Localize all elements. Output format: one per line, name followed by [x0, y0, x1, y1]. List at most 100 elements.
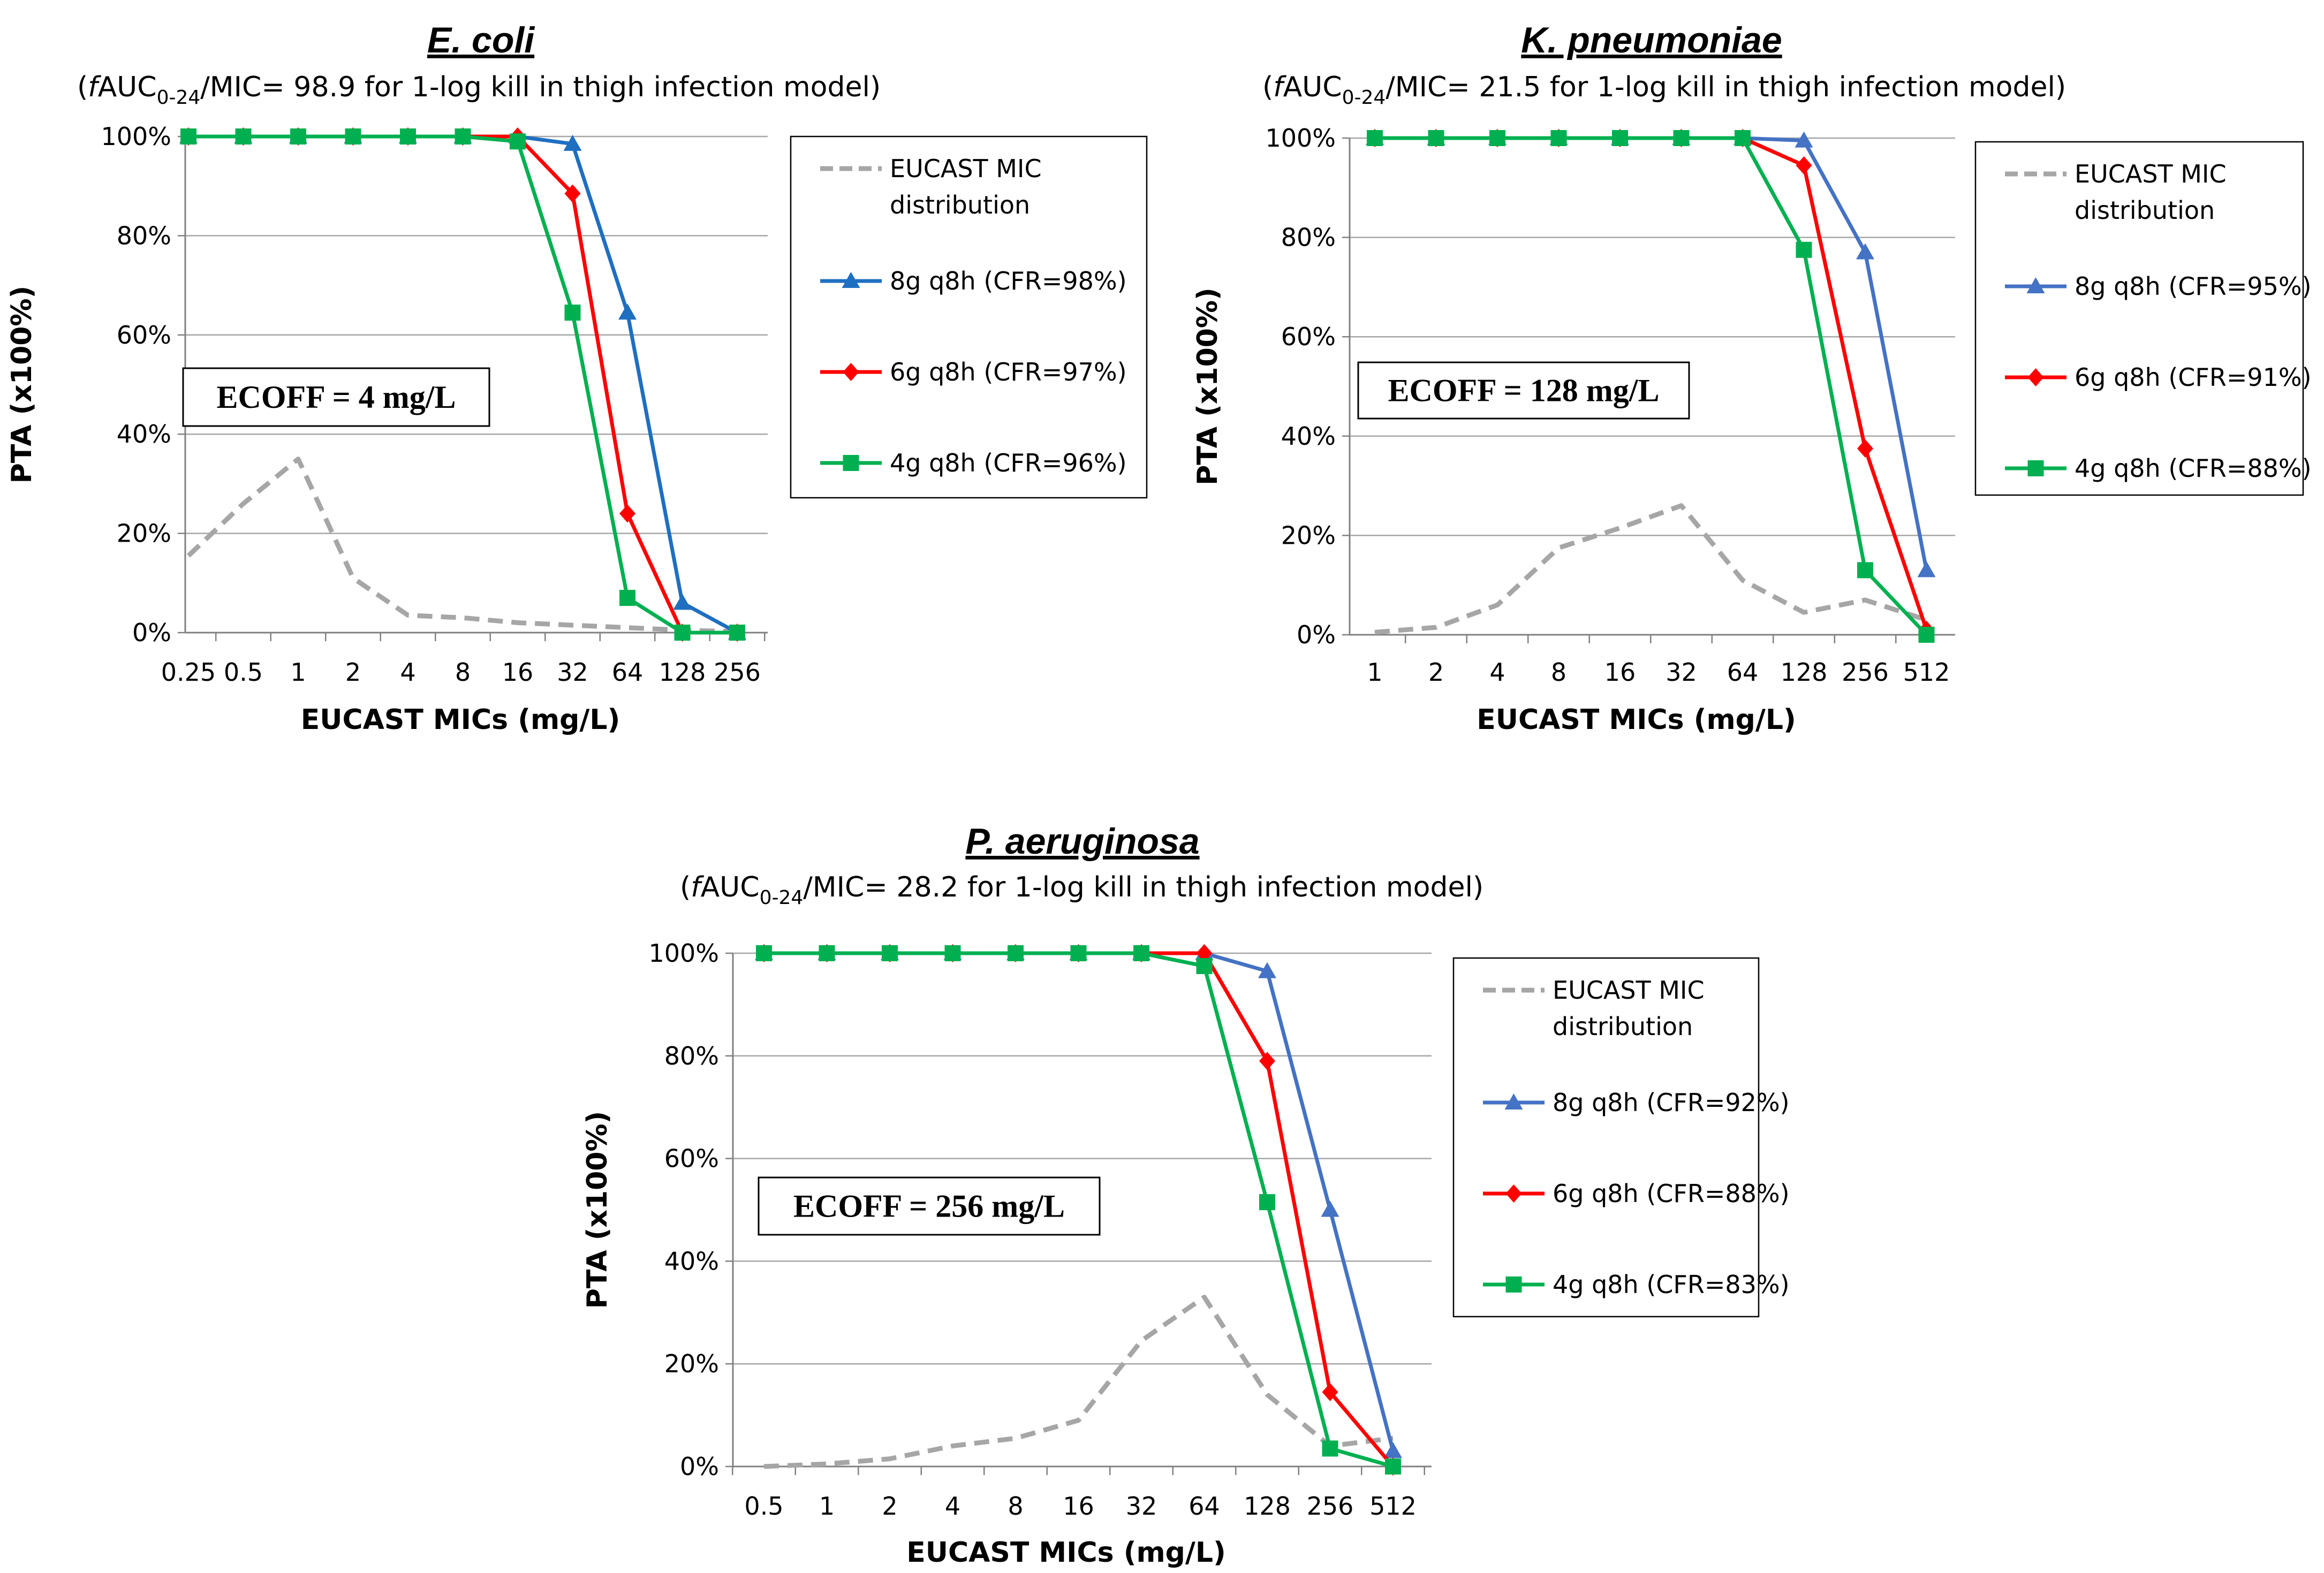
ecoff-label: ECOFF = 128 mg/L: [1388, 373, 1660, 408]
legend-frame: [1974, 141, 2304, 496]
data-point: [1917, 561, 1936, 577]
x-tick-label: 128: [1781, 658, 1828, 687]
data-point: [1367, 130, 1383, 146]
legend-item: 8g q8h (CFR=98%): [820, 267, 1127, 295]
legend-label: 4g q8h (CFR=96%): [890, 449, 1127, 477]
x-tick-label: 32: [1666, 658, 1697, 687]
legend: EUCAST MIC distribution 8g q8h (CFR=98%) 6g…: [790, 135, 1148, 499]
data-point: [235, 128, 252, 145]
legend-label: 4g q8h (CFR=88%): [2075, 454, 2312, 483]
x-tick-label: 4: [945, 1492, 960, 1521]
data-point: [1795, 131, 1813, 148]
chart-2: K. pneumoniae (fAUC0-24/MIC= 21.5 for 1-l…: [1192, 20, 2312, 736]
x-tick-label: 128: [1244, 1492, 1291, 1521]
data-point: [1796, 241, 1812, 258]
x-tick-label: 1: [819, 1492, 835, 1521]
y-axis-title: PTA (x100%): [1192, 287, 1224, 485]
y-tick-label: 100%: [1265, 124, 1336, 153]
y-tick-label: 20%: [1281, 521, 1336, 550]
chart-3: P. aeruginosa (fAUC0-24/MIC= 28.2 for 1-l…: [581, 821, 1790, 1569]
data-point: [1857, 439, 1873, 458]
data-point: [618, 303, 637, 320]
chart-title: K. pneumoniae: [1521, 20, 1782, 60]
series-3: [756, 945, 1401, 1475]
data-point: [563, 134, 582, 151]
x-tick-label: 512: [1369, 1492, 1417, 1521]
data-point: [1612, 130, 1628, 146]
legend-label-cont: distribution: [2075, 196, 2215, 225]
chart-subtitle: (fAUC0-24/MIC= 28.2 for 1-log kill in th…: [680, 871, 1483, 909]
subtitle-auc: AUC: [98, 71, 157, 103]
chart-subtitle: (fAUC0-24/MIC= 98.9 for 1-log kill in th…: [77, 71, 881, 109]
ecoff-frame: [182, 367, 490, 427]
x-tick-label: 2: [1428, 658, 1444, 687]
data-point: [756, 945, 772, 961]
data-point: [510, 133, 526, 150]
legend-item: EUCAST MIC distribution: [1483, 976, 1705, 1041]
legend-label: 6g q8h (CFR=88%): [1553, 1179, 1790, 1208]
data-point: [400, 128, 416, 145]
x-tick-label: 256: [1842, 658, 1889, 687]
data-point: [1550, 130, 1567, 146]
legend-marker: [1505, 1276, 1522, 1293]
legend-marker: [2027, 460, 2044, 476]
distribution-line: [186, 457, 738, 634]
legend-item: 6g q8h (CFR=88%): [1483, 1179, 1790, 1208]
legend-marker: [843, 363, 859, 381]
y-tick-label: 0%: [132, 618, 171, 647]
series-0: [763, 1295, 1394, 1469]
legend-label: 8g q8h (CFR=95%): [2075, 272, 2312, 301]
subtitle-open: (: [77, 71, 88, 103]
subtitle-open: (: [680, 871, 691, 903]
y-tick-label: 60%: [117, 321, 171, 349]
data-point: [1008, 945, 1024, 961]
y-tick-label: 0%: [1297, 620, 1336, 649]
legend-label: 8g q8h (CFR=92%): [1553, 1088, 1790, 1117]
x-tick-label: 8: [455, 658, 471, 687]
x-tick-label: 64: [1189, 1492, 1220, 1521]
x-tick-label: 1: [1367, 658, 1382, 687]
legend: EUCAST MIC distribution 8g q8h (CFR=92%) 6g…: [1452, 957, 1790, 1318]
chart-1: E. coli (fAUC0-24/MIC= 98.9 for 1-log kil…: [6, 20, 1148, 736]
data-point: [1385, 1458, 1401, 1475]
series-3: [180, 128, 745, 641]
y-tick-label: 40%: [117, 420, 171, 449]
legend-item: EUCAST MIC distribution: [820, 154, 1042, 219]
data-point: [1133, 945, 1149, 961]
x-tick-label: 256: [1307, 1492, 1354, 1521]
subtitle-sub: 0-24: [760, 887, 804, 909]
subtitle-auc: AUC: [701, 871, 760, 903]
data-point: [345, 128, 361, 145]
subtitle-rest: /MIC= 98.9 for 1-log kill in thigh infec…: [200, 71, 881, 103]
legend-marker: [1505, 1184, 1522, 1203]
x-tick-label: 0.25: [161, 658, 216, 687]
ecoff-box: ECOFF = 4 mg/L: [182, 367, 490, 427]
subtitle-sub: 0-24: [157, 87, 201, 109]
legend-marker: [1504, 1093, 1523, 1110]
x-tick-label: 16: [502, 658, 534, 687]
data-point: [1856, 243, 1874, 260]
data-point: [1259, 1194, 1275, 1211]
legend-item: 8g q8h (CFR=92%): [1483, 1088, 1790, 1117]
data-point: [1489, 130, 1505, 146]
legend-frame: [1452, 957, 1760, 1318]
distribution-line: [1374, 503, 1927, 635]
legend-frame: [790, 135, 1148, 499]
x-tick-label: 512: [1903, 658, 1950, 687]
x-tick-label: 4: [1489, 658, 1505, 687]
x-tick-label: 32: [1126, 1492, 1157, 1521]
x-axis-title: EUCAST MICs (mg/L): [301, 704, 620, 736]
y-tick-label: 60%: [664, 1144, 719, 1173]
legend-label: 4g q8h (CFR=83%): [1553, 1270, 1790, 1299]
legend-label: EUCAST MIC: [890, 154, 1042, 183]
y-tick-label: 40%: [664, 1247, 719, 1275]
distribution-line: [763, 1295, 1394, 1469]
y-tick-label: 80%: [1281, 223, 1336, 252]
subtitle-sub: 0-24: [1342, 87, 1386, 109]
x-tick-label: 2: [882, 1492, 897, 1521]
data-point: [1384, 1442, 1402, 1458]
ecoff-label: ECOFF = 256 mg/L: [793, 1189, 1065, 1224]
y-tick-label: 80%: [117, 221, 171, 250]
chart-subtitle: (fAUC0-24/MIC= 21.5 for 1-log kill in th…: [1262, 71, 2066, 109]
